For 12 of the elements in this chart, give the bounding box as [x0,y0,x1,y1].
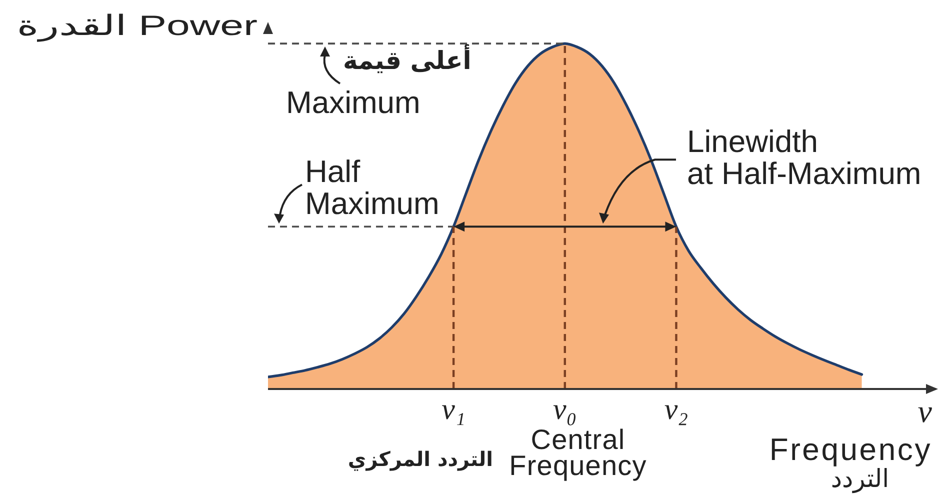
x-tick-label: ν₀ [553,393,577,426]
text: Central Frequency [509,424,647,481]
annotation: Linewidth at Half-Maximum [687,124,922,191]
ref-line-label: Maximum [286,84,420,120]
text: التردد المركزي [348,446,493,472]
x-axis-title: ν [918,393,932,429]
x-tick-label: ν₁ [442,393,466,426]
annotation: أعلى قيمة [343,46,472,76]
text: Frequency [769,432,932,467]
ref-line-label: Half Maximum [305,154,440,221]
y-axis-title: القدرة Power [17,10,258,42]
x-tick-label: ν₂ [664,393,688,426]
